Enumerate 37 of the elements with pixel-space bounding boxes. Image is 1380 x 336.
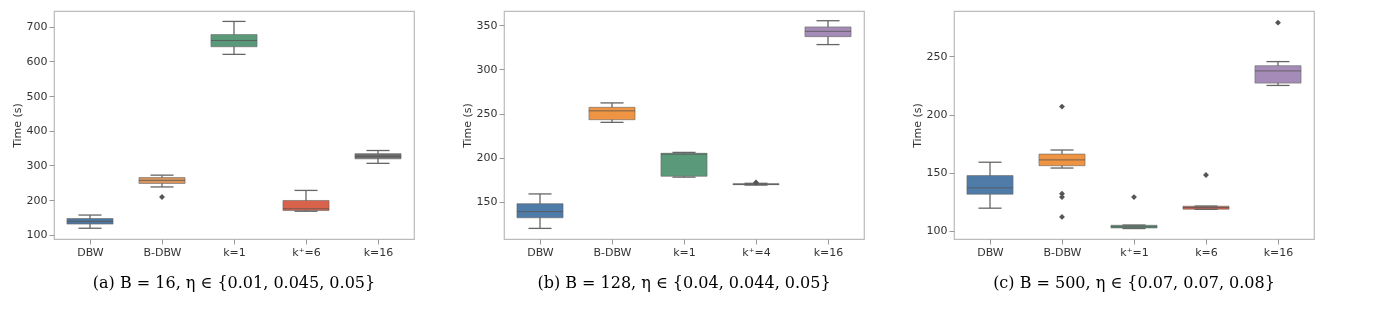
y-tick-label: 700 [26,20,48,34]
y-axis-title: Time (s) [10,103,24,149]
y-tick-label: 100 [926,224,948,238]
y-tick-label: 300 [26,158,48,172]
x-tick-label: k=6 [1195,245,1218,259]
y-tick-label: 250 [476,107,498,121]
y-tick-label: 150 [926,166,948,180]
y-tick-label: 100 [26,228,48,242]
y-tick-label: 350 [476,18,498,32]
x-tick-label: k=1 [223,245,246,259]
y-axis-title: Time (s) [910,103,924,149]
y-tick-label: 200 [26,193,48,207]
x-tick-label: DBW [77,245,104,259]
text: (c) B = 500, η ∈ {0.07, 0.07, 0.08} [993,273,1275,292]
x-tick-label: k=16 [1263,245,1294,259]
x-tick-label: k=16 [813,245,844,259]
y-tick-label: 500 [26,89,48,103]
y-tick-label: 200 [476,151,498,165]
text: (b) B = 128, η ∈ {0.04, 0.044, 0.05} [537,273,831,292]
x-tick-label: k=16 [363,245,394,259]
y-tick-label: 150 [476,195,498,209]
x-tick-label: B-DBW [593,245,632,259]
x-tick-label: DBW [527,245,554,259]
y-tick-label: 400 [26,124,48,138]
x-tick-label: k=1 [673,245,696,259]
x-tick-label: DBW [977,245,1004,259]
x-tick-label: k⁺=4 [742,245,771,259]
text: (a) B = 16, η ∈ {0.01, 0.045, 0.05} [92,273,376,292]
x-tick-label: k⁺=1 [1120,245,1149,259]
y-tick-label: 250 [926,49,948,63]
x-tick-label: B-DBW [143,245,182,259]
y-axis-title: Time (s) [460,103,474,149]
y-tick-label: 200 [926,108,948,122]
x-tick-label: k⁺=6 [292,245,321,259]
y-tick-label: 600 [26,54,48,68]
x-tick-label: B-DBW [1043,245,1082,259]
y-tick-label: 300 [476,62,498,76]
